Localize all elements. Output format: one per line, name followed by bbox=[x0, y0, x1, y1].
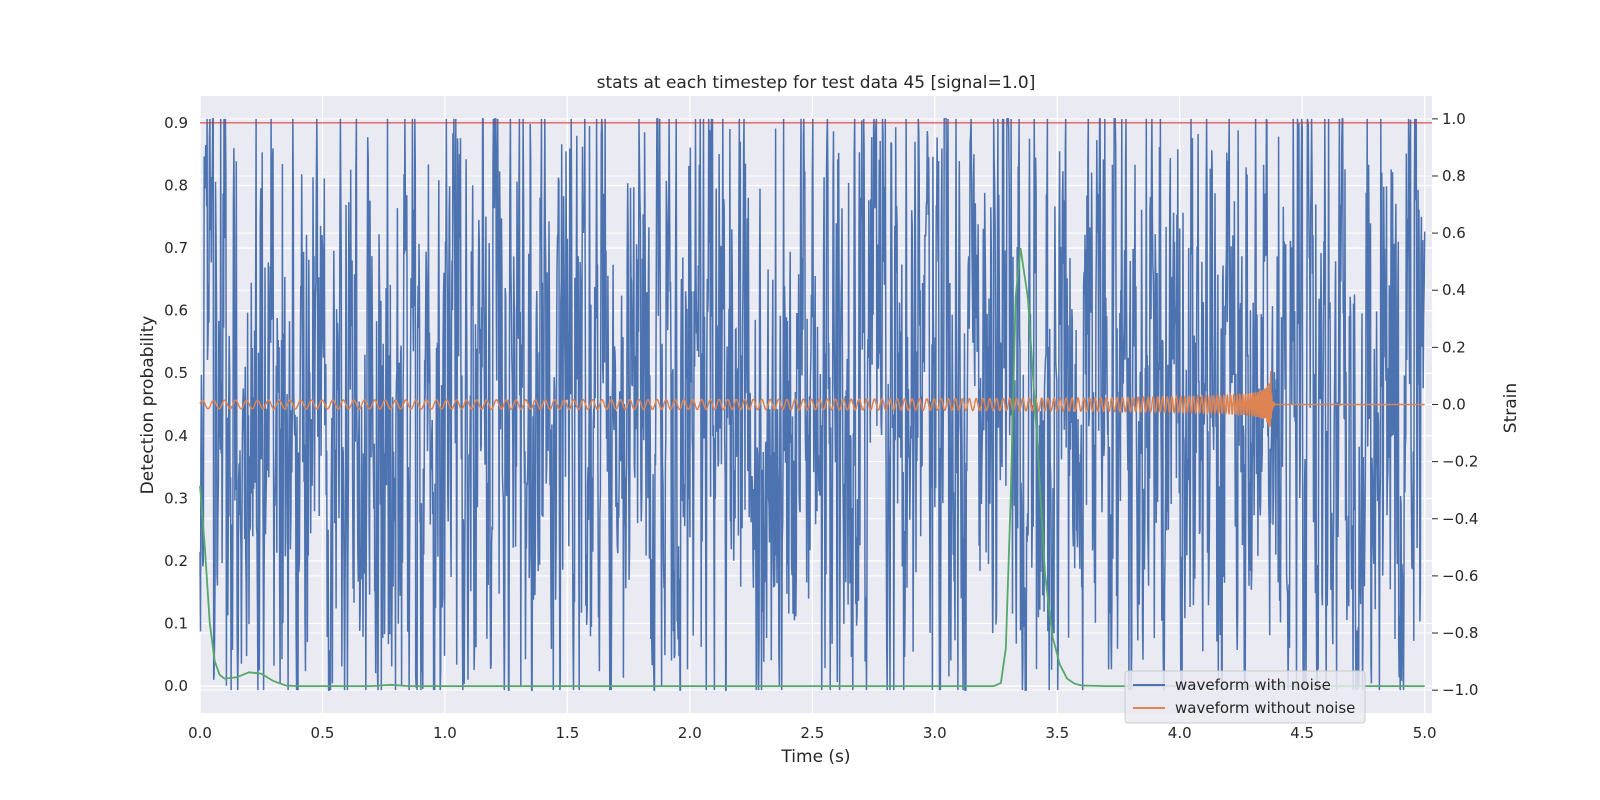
x-tick-label: 1.0 bbox=[433, 724, 457, 742]
y-tick-label-left: 0.1 bbox=[164, 615, 188, 633]
legend-box bbox=[1124, 670, 1366, 724]
x-tick-label: 2.0 bbox=[678, 724, 702, 742]
y-tick-label-left: 0.5 bbox=[164, 364, 188, 382]
y-tick-label-left: 0.6 bbox=[164, 302, 188, 320]
x-tick-label: 3.0 bbox=[923, 724, 947, 742]
y-tick-label-left: 0.8 bbox=[164, 176, 188, 194]
y-tick-label-right: 1.0 bbox=[1442, 110, 1466, 128]
x-tick-label: 5.0 bbox=[1413, 724, 1437, 742]
chart-title: stats at each timestep for test data 45 … bbox=[597, 73, 1036, 93]
x-tick-label: 0.0 bbox=[188, 724, 212, 742]
series-waveform-without-noise bbox=[199, 371, 1425, 428]
y-tick-label-left: 0.2 bbox=[164, 552, 188, 570]
x-tick-label: 4.0 bbox=[1168, 724, 1192, 742]
x-tick-label: 4.5 bbox=[1290, 724, 1314, 742]
x-tick-label: 0.5 bbox=[311, 724, 335, 742]
x-tick-label: 1.5 bbox=[555, 724, 579, 742]
x-tick-label: 2.5 bbox=[800, 724, 824, 742]
ticks: 0.0 0.5 1.0 1.5 2.0 2.5 3.0 3.5 4.0 4.5 5.0 0.0 0.1 0… bbox=[164, 110, 1478, 742]
y-tick-label-right: 0.6 bbox=[1442, 224, 1466, 242]
y-tick-label-right: −0.6 bbox=[1442, 567, 1478, 585]
y-tick-label-left: 0.4 bbox=[164, 427, 188, 445]
y-tick-label-left: 0.0 bbox=[164, 677, 188, 695]
y-tick-label-right: −0.8 bbox=[1442, 624, 1478, 642]
y-tick-label-right: −0.2 bbox=[1442, 453, 1478, 471]
y-axis-label-left: Detection probability bbox=[138, 316, 158, 495]
y-tick-label-left: 0.3 bbox=[164, 489, 188, 507]
y-tick-label-right: −0.4 bbox=[1442, 510, 1478, 528]
y-tick-label-right: 0.0 bbox=[1442, 396, 1466, 414]
y-tick-label-right: −1.0 bbox=[1442, 681, 1478, 699]
series-detection-probability bbox=[199, 247, 1425, 687]
x-tick-label: 3.5 bbox=[1045, 724, 1069, 742]
legend: waveform with noise waveform without noi… bbox=[1124, 670, 1366, 724]
legend-label-clean: waveform without noise bbox=[1175, 699, 1355, 717]
y-axis-label-right: Strain bbox=[1501, 383, 1521, 433]
x-axis-label: Time (s) bbox=[780, 747, 850, 767]
y-tick-label-left: 0.9 bbox=[164, 114, 188, 132]
y-tick-label-right: 0.8 bbox=[1442, 167, 1466, 185]
y-tick-label-right: 0.4 bbox=[1442, 281, 1466, 299]
y-tick-label-right: 0.2 bbox=[1442, 338, 1466, 356]
y-tick-label-left: 0.7 bbox=[164, 239, 188, 257]
legend-label-noise: waveform with noise bbox=[1175, 676, 1331, 694]
series bbox=[199, 118, 1432, 691]
series-waveform-with-noise bbox=[199, 118, 1426, 691]
